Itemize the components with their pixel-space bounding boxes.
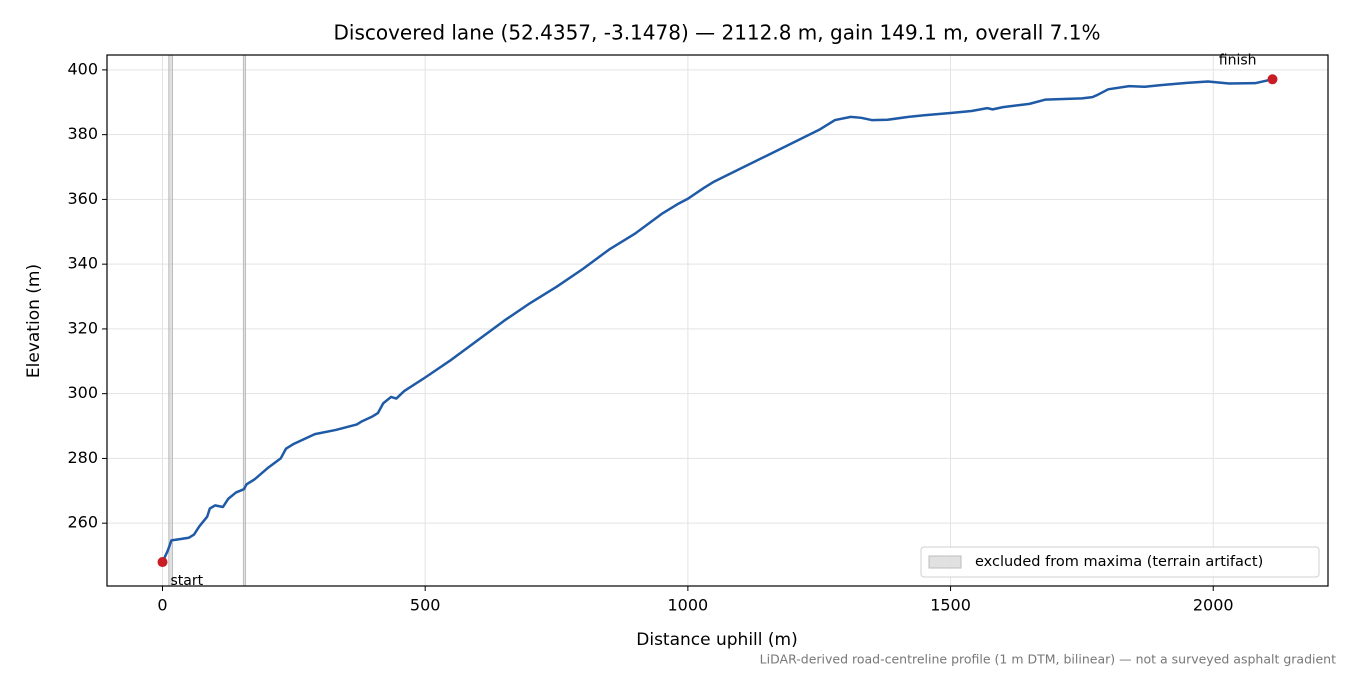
legend-swatch (928, 555, 962, 569)
x-axis-label: Distance uphill (m) (636, 630, 797, 650)
x-tick-label: 0 (157, 596, 167, 615)
excluded-span (242, 54, 247, 587)
y-tick-label: 380 (67, 124, 98, 143)
legend-box (920, 546, 1320, 578)
start-label: start (171, 573, 204, 589)
y-tick-label: 300 (67, 383, 98, 402)
y-tick-label: 260 (67, 513, 98, 532)
x-tick-label: 2000 (1193, 596, 1234, 615)
y-tick-label: 400 (67, 59, 98, 78)
y-axis-label: Elevation (m) (24, 264, 44, 378)
footnote: LiDAR-derived road-centreline profile (1… (760, 652, 1336, 667)
y-tick-label: 340 (67, 254, 98, 273)
x-tick-label: 1000 (668, 596, 709, 615)
y-tick-label: 320 (67, 318, 98, 337)
y-tick-label: 360 (67, 189, 98, 208)
plot-frame (106, 54, 1329, 587)
x-tick-label: 1500 (930, 596, 971, 615)
x-tick-label: 500 (410, 596, 441, 615)
start-marker (157, 557, 168, 568)
finish-label: finish (1219, 52, 1257, 68)
chart-title: Discovered lane (52.4357, -3.1478) — 211… (333, 21, 1100, 45)
y-tick-label: 280 (67, 448, 98, 467)
excluded-span (168, 54, 173, 587)
finish-marker (1267, 74, 1278, 85)
profile-line (161, 78, 1273, 563)
legend-label: excluded from maxima (terrain artifact) (975, 554, 1263, 570)
